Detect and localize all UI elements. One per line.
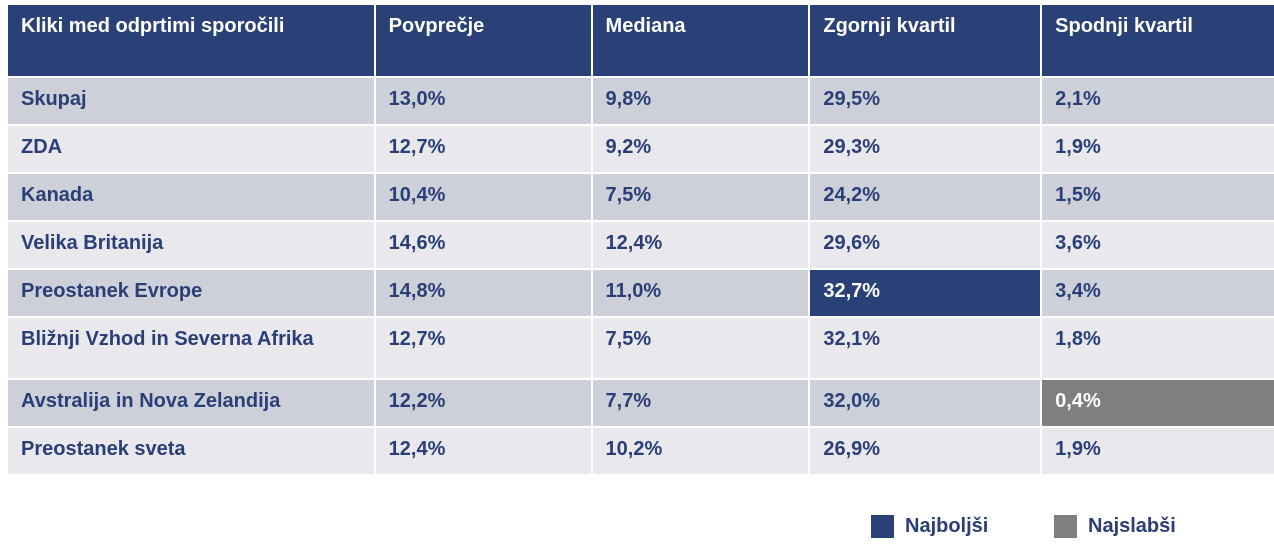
region-cell: Skupaj (8, 78, 374, 124)
upper-quartile-cell: 24,2% (810, 174, 1041, 220)
region-cell: Bližnji Vzhod in Severna Afrika (8, 318, 374, 378)
lower-quartile-cell: 1,9% (1042, 428, 1274, 474)
header-lower-quartile: Spodnji kvartil (1042, 5, 1274, 76)
table-row: Preostanek Evrope 14,8% 11,0% 32,7% 3,4% (8, 270, 1274, 316)
upper-quartile-cell: 32,0% (810, 380, 1041, 426)
median-cell: 12,4% (592, 222, 809, 268)
average-cell: 12,7% (375, 318, 591, 378)
legend-worst-label: Najslabši (1088, 514, 1176, 537)
upper-quartile-cell: 26,9% (810, 428, 1041, 474)
header-upper-quartile: Zgornji kvartil (810, 5, 1041, 76)
table-row: Preostanek sveta 12,4% 10,2% 26,9% 1,9% (8, 428, 1274, 474)
upper-quartile-cell: 29,3% (810, 126, 1041, 172)
lower-quartile-cell: 1,8% (1042, 318, 1274, 378)
average-cell: 12,4% (375, 428, 591, 474)
worst-value-cell: 0,4% (1042, 380, 1274, 426)
lower-quartile-cell: 2,1% (1042, 78, 1274, 124)
upper-quartile-cell: 29,5% (810, 78, 1041, 124)
average-cell: 10,4% (375, 174, 591, 220)
best-swatch (871, 514, 894, 538)
table-row: Velika Britanija 14,6% 12,4% 29,6% 3,6% (8, 222, 1274, 268)
median-cell: 7,7% (592, 380, 809, 426)
region-cell: ZDA (8, 126, 374, 172)
region-cell: Velika Britanija (8, 222, 374, 268)
median-cell: 7,5% (592, 174, 809, 220)
average-cell: 14,8% (375, 270, 591, 316)
region-cell: Kanada (8, 174, 374, 220)
table-row: Bližnji Vzhod in Severna Afrika 12,7% 7,… (8, 318, 1274, 378)
median-cell: 7,5% (592, 318, 809, 378)
legend-best: Najboljši (871, 513, 988, 539)
region-cell: Preostanek Evrope (8, 270, 374, 316)
average-cell: 13,0% (375, 78, 591, 124)
header-average: Povprečje (375, 5, 591, 76)
table-row: Kanada 10,4% 7,5% 24,2% 1,5% (8, 174, 1274, 220)
legend-worst: Najslabši (1054, 513, 1176, 539)
average-cell: 14,6% (375, 222, 591, 268)
median-cell: 11,0% (592, 270, 809, 316)
header-median: Mediana (592, 5, 809, 76)
table-row: Skupaj 13,0% 9,8% 29,5% 2,1% (8, 78, 1274, 124)
median-cell: 9,2% (592, 126, 809, 172)
table-header-row: Kliki med odprtimi sporočili Povprečje M… (8, 5, 1274, 76)
click-rate-table: Kliki med odprtimi sporočili Povprečje M… (6, 3, 1274, 476)
region-cell: Avstralija in Nova Zelandija (8, 380, 374, 426)
table-row: Avstralija in Nova Zelandija 12,2% 7,7% … (8, 380, 1274, 426)
median-cell: 9,8% (592, 78, 809, 124)
upper-quartile-cell: 32,1% (810, 318, 1041, 378)
worst-swatch (1054, 514, 1077, 538)
header-region: Kliki med odprtimi sporočili (8, 5, 374, 76)
lower-quartile-cell: 3,4% (1042, 270, 1274, 316)
upper-quartile-cell: 29,6% (810, 222, 1041, 268)
lower-quartile-cell: 3,6% (1042, 222, 1274, 268)
median-cell: 10,2% (592, 428, 809, 474)
lower-quartile-cell: 1,5% (1042, 174, 1274, 220)
legend-best-label: Najboljši (905, 514, 989, 537)
best-value-cell: 32,7% (810, 270, 1041, 316)
table-row: ZDA 12,7% 9,2% 29,3% 1,9% (8, 126, 1274, 172)
lower-quartile-cell: 1,9% (1042, 126, 1274, 172)
region-cell: Preostanek sveta (8, 428, 374, 474)
average-cell: 12,2% (375, 380, 591, 426)
average-cell: 12,7% (375, 126, 591, 172)
